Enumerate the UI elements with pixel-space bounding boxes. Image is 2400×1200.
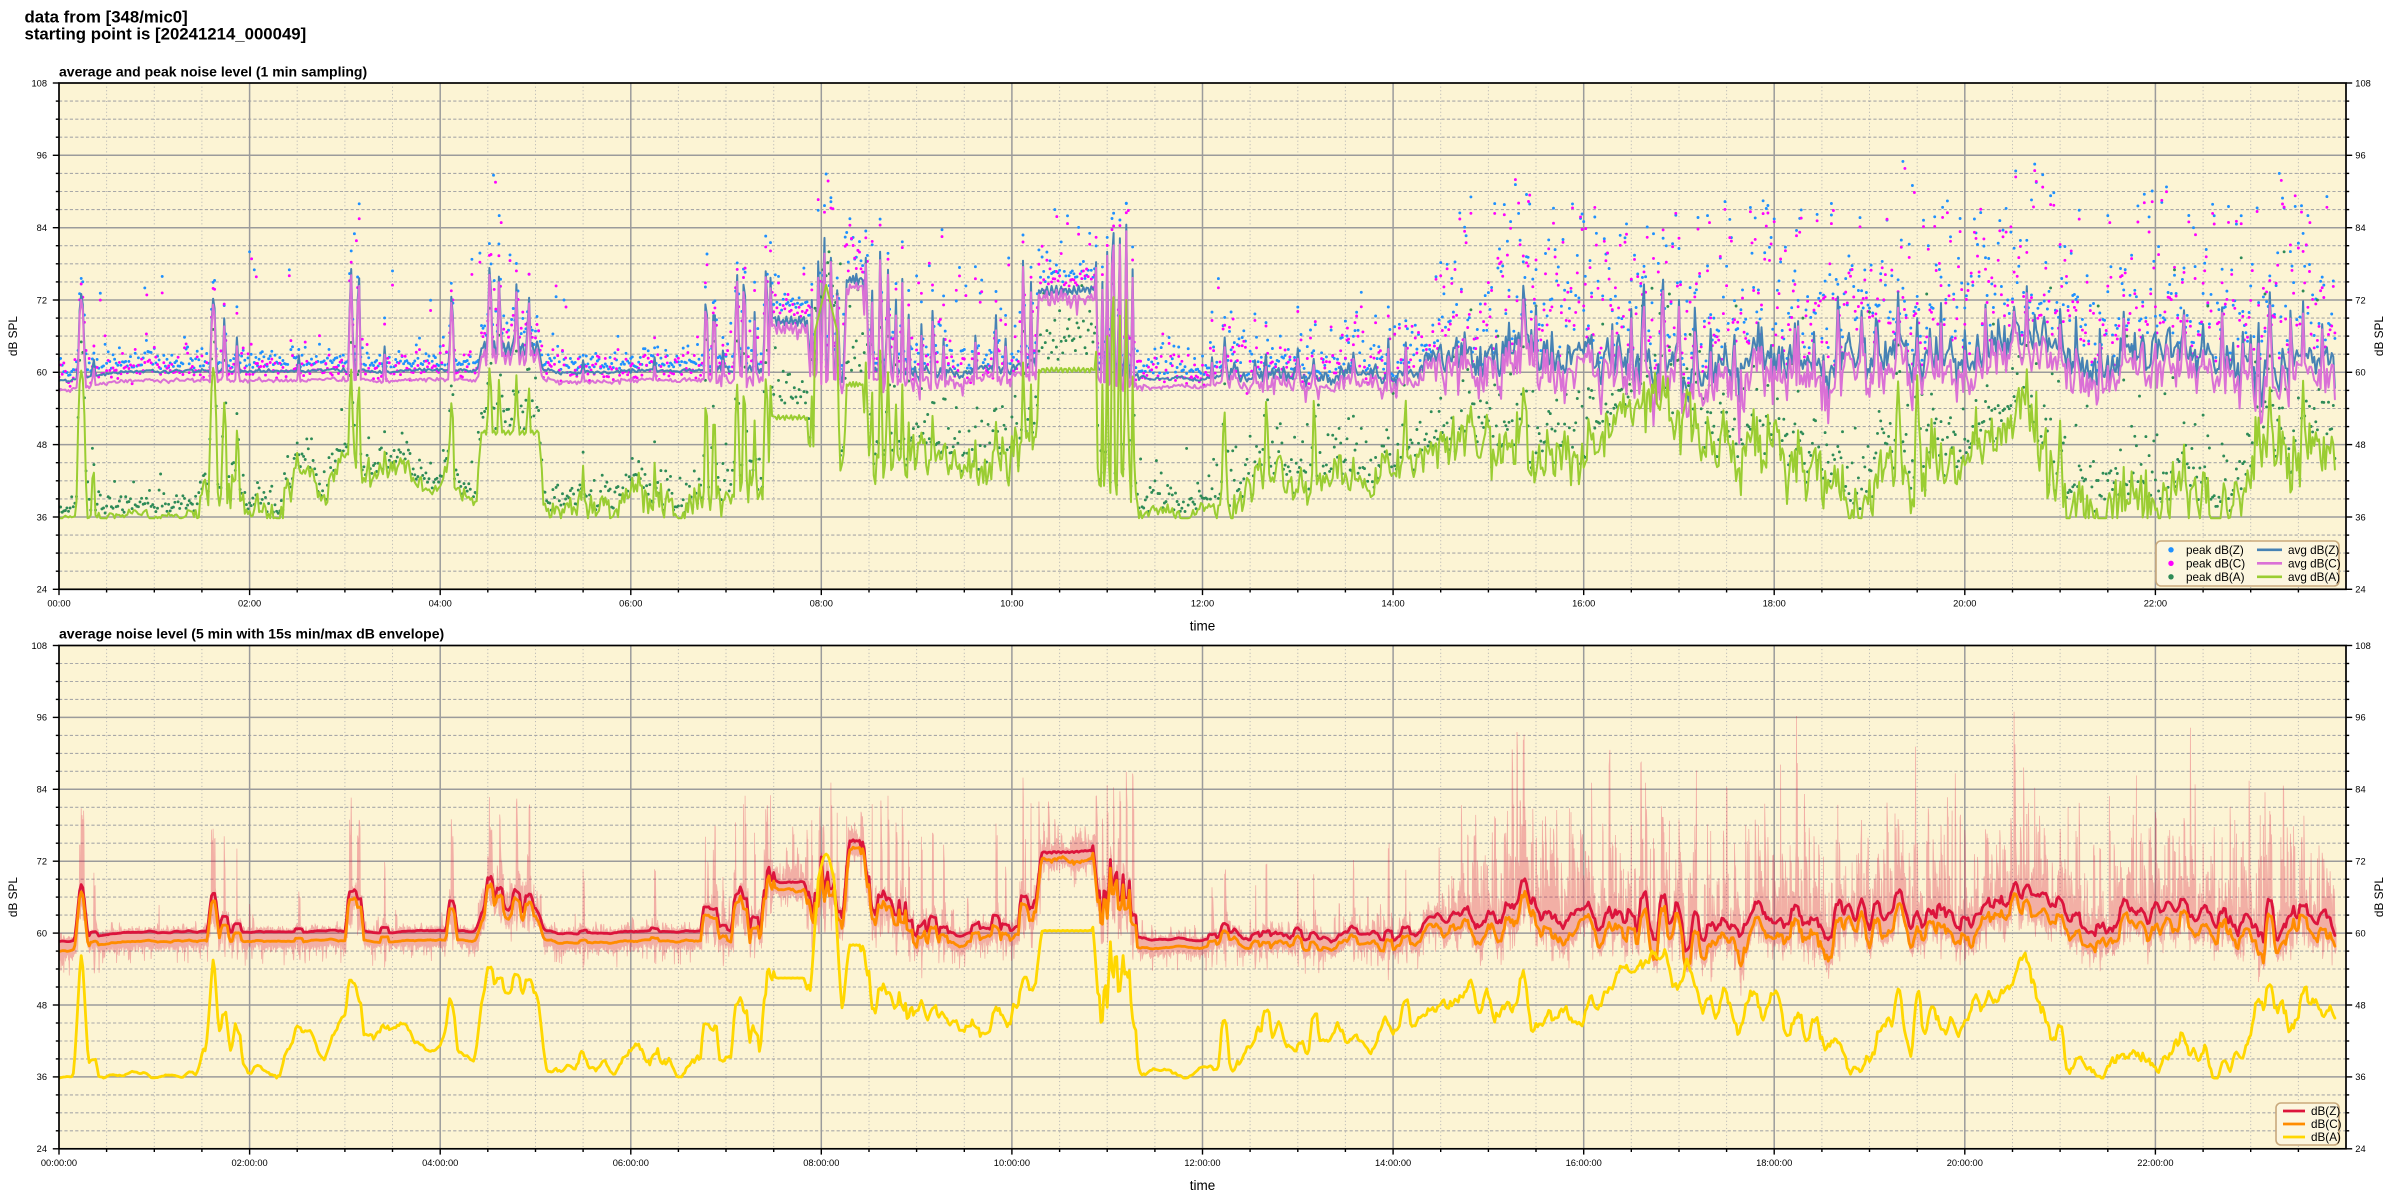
svg-text:108: 108 (2355, 78, 2371, 88)
svg-text:36: 36 (37, 1072, 47, 1082)
svg-text:18:00:00: 18:00:00 (1756, 1158, 1792, 1168)
svg-text:avg dB(A): avg dB(A) (2288, 571, 2340, 584)
svg-text:60: 60 (37, 928, 47, 938)
svg-text:96: 96 (37, 151, 47, 161)
svg-text:peak dB(C): peak dB(C) (2186, 558, 2245, 571)
svg-text:average noise level (5 min wit: average noise level (5 min with 15s min/… (59, 626, 444, 642)
svg-text:16:00:00: 16:00:00 (1566, 1158, 1602, 1168)
svg-text:22:00:00: 22:00:00 (2137, 1158, 2173, 1168)
svg-text:06:00: 06:00 (619, 599, 642, 609)
svg-text:dB(C): dB(C) (2311, 1118, 2342, 1131)
svg-text:60: 60 (37, 368, 47, 378)
svg-text:starting point is [20241214_00: starting point is [20241214_000049] (25, 25, 307, 44)
svg-text:36: 36 (37, 512, 47, 522)
svg-text:dB(Z): dB(Z) (2311, 1105, 2340, 1118)
svg-text:dB SPL: dB SPL (2372, 316, 2386, 356)
svg-text:12:00: 12:00 (1191, 599, 1214, 609)
svg-text:24: 24 (2355, 1144, 2365, 1154)
svg-text:48: 48 (37, 440, 47, 450)
svg-text:108: 108 (31, 78, 47, 88)
svg-text:dB SPL: dB SPL (6, 316, 20, 356)
svg-text:84: 84 (37, 785, 47, 795)
svg-text:48: 48 (2355, 1000, 2365, 1010)
svg-text:72: 72 (37, 295, 47, 305)
svg-text:02:00: 02:00 (238, 599, 261, 609)
svg-text:10:00: 10:00 (1000, 599, 1023, 609)
svg-text:14:00:00: 14:00:00 (1375, 1158, 1411, 1168)
svg-text:10:00:00: 10:00:00 (994, 1158, 1030, 1168)
svg-text:dB SPL: dB SPL (2372, 877, 2386, 917)
svg-text:20:00: 20:00 (1953, 599, 1976, 609)
svg-text:72: 72 (37, 857, 47, 867)
svg-text:12:00:00: 12:00:00 (1184, 1158, 1220, 1168)
svg-text:dB SPL: dB SPL (6, 877, 20, 917)
svg-text:24: 24 (37, 585, 47, 595)
svg-text:96: 96 (2355, 151, 2365, 161)
svg-text:84: 84 (37, 223, 47, 233)
svg-text:08:00: 08:00 (810, 599, 833, 609)
svg-text:04:00: 04:00 (429, 599, 452, 609)
svg-text:36: 36 (2355, 1072, 2365, 1082)
svg-text:avg dB(C): avg dB(C) (2288, 558, 2341, 571)
svg-text:18:00: 18:00 (1763, 599, 1786, 609)
svg-text:24: 24 (2355, 585, 2365, 595)
svg-text:72: 72 (2355, 857, 2365, 867)
svg-text:peak dB(Z): peak dB(Z) (2186, 544, 2244, 557)
svg-text:108: 108 (2355, 641, 2371, 651)
svg-text:84: 84 (2355, 785, 2365, 795)
svg-text:60: 60 (2355, 928, 2365, 938)
svg-text:36: 36 (2355, 512, 2365, 522)
svg-text:48: 48 (37, 1000, 47, 1010)
svg-text:84: 84 (2355, 223, 2365, 233)
svg-text:average and peak noise level (: average and peak noise level (1 min samp… (59, 64, 367, 80)
svg-text:14:00: 14:00 (1381, 599, 1404, 609)
svg-text:96: 96 (2355, 713, 2365, 723)
svg-text:60: 60 (2355, 368, 2365, 378)
svg-text:16:00: 16:00 (1572, 599, 1595, 609)
svg-text:96: 96 (37, 713, 47, 723)
svg-text:data from [348/mic0]: data from [348/mic0] (25, 7, 188, 26)
svg-text:avg dB(Z): avg dB(Z) (2288, 544, 2339, 557)
svg-text:108: 108 (31, 641, 47, 651)
svg-text:20:00:00: 20:00:00 (1947, 1158, 1983, 1168)
svg-text:04:00:00: 04:00:00 (422, 1158, 458, 1168)
svg-text:24: 24 (37, 1144, 47, 1154)
svg-text:dB(A): dB(A) (2311, 1131, 2341, 1144)
svg-text:72: 72 (2355, 295, 2365, 305)
svg-text:00:00: 00:00 (47, 599, 70, 609)
svg-text:time: time (1190, 619, 1216, 634)
svg-text:06:00:00: 06:00:00 (613, 1158, 649, 1168)
svg-text:02:00:00: 02:00:00 (231, 1158, 267, 1168)
svg-text:peak dB(A): peak dB(A) (2186, 571, 2245, 584)
svg-text:time: time (1190, 1178, 1216, 1193)
svg-text:48: 48 (2355, 440, 2365, 450)
svg-text:22:00: 22:00 (2144, 599, 2167, 609)
svg-text:08:00:00: 08:00:00 (803, 1158, 839, 1168)
svg-text:00:00:00: 00:00:00 (41, 1158, 77, 1168)
